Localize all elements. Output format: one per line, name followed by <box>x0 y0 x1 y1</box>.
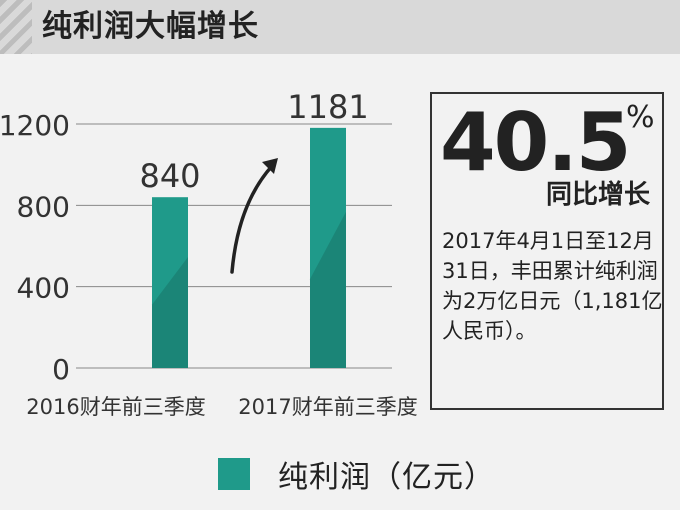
percent-sign: % <box>626 100 655 135</box>
stat-box: 40.5 % 同比增长 2017年4月1日至12月31日，丰田累计纯利润为2万亿… <box>430 92 664 410</box>
bar-shade <box>152 256 188 368</box>
x-category-label: 2016财年前三季度 <box>26 395 205 419</box>
bar-value-label: 1181 <box>287 88 368 126</box>
growth-arrow-icon <box>230 164 274 274</box>
growth-value: 40.5 <box>440 96 631 189</box>
header-stripe-decoration <box>0 0 32 54</box>
bars-layer <box>152 127 346 368</box>
y-tick-label: 800 <box>17 190 70 223</box>
growth-arrow-head <box>262 158 278 174</box>
legend: 纯利润（亿元） <box>218 456 495 495</box>
y-tick-label: 1200 <box>0 109 70 142</box>
y-tick-label: 400 <box>17 272 70 305</box>
legend-swatch-icon <box>218 458 250 490</box>
header-bar: 纯利润大幅增长 <box>0 0 680 54</box>
x-category-label: 2017财年前三季度 <box>238 395 417 419</box>
y-tick-label: 0 <box>52 353 70 386</box>
legend-label: 纯利润（亿元） <box>278 460 495 495</box>
growth-description: 2017年4月1日至12月31日，丰田累计纯利润为2万亿日元（1,181亿人民币… <box>442 229 663 343</box>
bar-shade <box>310 211 346 368</box>
bar-value-label: 840 <box>139 157 200 195</box>
page-title: 纯利润大幅增长 <box>42 9 259 44</box>
bar-chart: 0 400 800 1200 840 2016财年前三季度 1181 2017财年前三季度 <box>0 88 418 419</box>
labels-layer: 0 400 800 1200 840 2016财年前三季度 1181 2017财年前三季度 <box>0 88 418 419</box>
growth-subtitle: 同比增长 <box>545 180 650 210</box>
